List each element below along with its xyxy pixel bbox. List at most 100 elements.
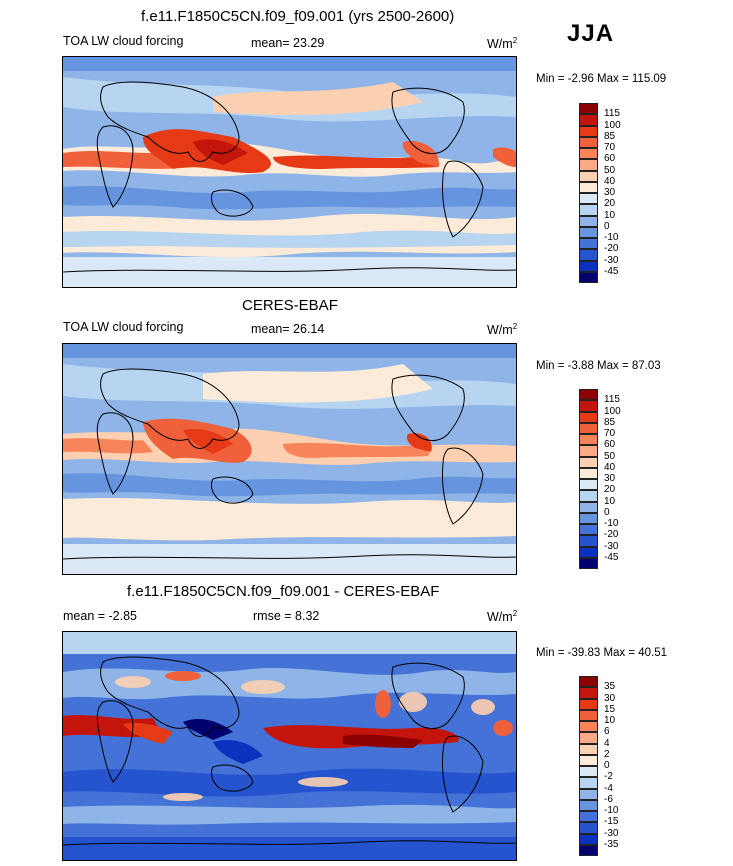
colorbar-level-label: -30 (604, 254, 619, 266)
colorbar-level-label: 50 (604, 164, 616, 176)
colorbar-swatch (579, 732, 598, 744)
colorbar-level-label: -20 (604, 529, 619, 541)
colorbar-level-label: -10 (604, 518, 619, 529)
colorbar-swatch (579, 822, 598, 834)
colorbar-level-label: 40 (604, 461, 616, 473)
colorbar-level-label: 30 (604, 473, 616, 484)
panel-1-mean: mean= 23.29 (251, 36, 325, 50)
colorbar-level-label: 0 (604, 220, 610, 232)
colorbar-level-label: 4 (604, 737, 610, 749)
season-label: JJA (567, 20, 615, 47)
colorbar-swatch (579, 799, 598, 811)
panel-3-rmse: rmse = 8.32 (253, 609, 320, 623)
colorbar-level-label: 0 (604, 760, 610, 771)
colorbar-swatch (579, 766, 598, 778)
colorbar-level-label: 50 (604, 450, 616, 462)
panel-3-minmax: Min = -39.83 Max = 40.51 (536, 647, 668, 659)
colorbar-level-label: 85 (604, 416, 616, 428)
colorbar-swatch (579, 181, 598, 193)
colorbar-swatch (579, 501, 598, 513)
colorbar-swatch (579, 743, 598, 755)
colorbar-swatch (579, 698, 598, 710)
colorbar-level-label: 115 (604, 108, 620, 120)
colorbar-swatch (579, 159, 598, 171)
panel-2-units: W/m2 (487, 322, 518, 338)
colorbar-swatch (579, 422, 598, 434)
panel-1-units: W/m2 (487, 36, 518, 52)
colorbar-swatch (579, 535, 598, 547)
colorbar-swatch (579, 271, 598, 283)
colorbar-level-label: -20 (604, 243, 619, 255)
panel-2-map-field (63, 344, 516, 574)
colorbar-swatch (579, 215, 598, 227)
panel-2-map (62, 343, 517, 575)
colorbar-level-label: -10 (604, 232, 619, 243)
colorbar-swatch (579, 226, 598, 238)
colorbar-swatch (579, 512, 598, 524)
panel-2-mean: mean= 26.14 (251, 322, 325, 336)
colorbar-level-label: -35 (604, 838, 619, 850)
colorbar-level-label: 20 (604, 198, 616, 210)
colorbar-swatch (579, 238, 598, 250)
colorbar-swatch (579, 389, 598, 401)
colorbar-level-label: 70 (604, 428, 616, 439)
colorbar-level-label: 60 (604, 439, 616, 451)
colorbar-level-label: -2 (604, 771, 613, 783)
colorbar-swatch (579, 557, 598, 569)
colorbar-level-label: 10 (604, 495, 616, 507)
colorbar-level-label: 85 (604, 130, 616, 142)
colorbar-swatch (579, 148, 598, 160)
panel-1-title: f.e11.F1850C5CN.f09_f09.001 (yrs 2500-26… (141, 8, 455, 25)
colorbar-level-label: 70 (604, 142, 616, 153)
panel-3-map-field (63, 632, 516, 860)
colorbar-level-label: 15 (604, 703, 616, 715)
colorbar-swatch (579, 833, 598, 845)
colorbar-level-label: 100 (604, 119, 621, 131)
colorbar-level-label: -30 (604, 827, 619, 839)
colorbar-level-label: -4 (604, 782, 613, 794)
colorbar-swatch (579, 788, 598, 800)
panel-1-colorbar: 115 100 85 70 60 50 40 30 20 10 0 -10 -20 -30 -45 (579, 103, 639, 283)
colorbar-swatch (579, 136, 598, 148)
colorbar-swatch (579, 193, 598, 205)
panel-2-field-label: TOA LW cloud forcing (63, 320, 184, 334)
colorbar-swatch (579, 434, 598, 446)
colorbar-level-label: 10 (604, 209, 616, 221)
colorbar-level-label: 2 (604, 748, 610, 760)
colorbar-swatch (579, 125, 598, 137)
panel-3-colorbar: 35 30 15 10 6 4 2 0 -2 -4 -6 -10 -15 -30 -35 (579, 676, 639, 856)
colorbar-level-label: 35 (604, 681, 616, 693)
panel-2-title: CERES-EBAF (242, 297, 338, 314)
colorbar-level-label: -15 (604, 816, 619, 828)
colorbar-level-label: 30 (604, 187, 616, 198)
colorbar-level-label: -45 (604, 551, 619, 563)
colorbar-level-label: -6 (604, 793, 613, 805)
colorbar-swatch (579, 490, 598, 502)
panel-2-minmax: Min = -3.88 Max = 87.03 (536, 360, 661, 372)
panel-3-mean: mean = -2.85 (63, 609, 138, 623)
panel-1-minmax: Min = -2.96 Max = 115.09 (536, 73, 667, 85)
colorbar-level-label: -10 (604, 805, 619, 816)
colorbar-swatch (579, 411, 598, 423)
colorbar-swatch (579, 687, 598, 699)
colorbar-level-label: -45 (604, 265, 619, 277)
colorbar-level-label: 0 (604, 506, 610, 518)
colorbar-swatch (579, 709, 598, 721)
colorbar-level-label: 6 (604, 726, 610, 738)
colorbar-level-label: 40 (604, 175, 616, 187)
colorbar-level-label: 10 (604, 715, 616, 726)
colorbar-swatch (579, 249, 598, 261)
colorbar-level-label: 30 (604, 692, 616, 704)
colorbar-swatch (579, 204, 598, 216)
panel-3-title: f.e11.F1850C5CN.f09_f09.001 - CERES-EBAF (127, 583, 440, 600)
colorbar-swatch (579, 844, 598, 856)
colorbar-level-label: 20 (604, 484, 616, 496)
colorbar-swatch (579, 456, 598, 468)
colorbar-level-label: -30 (604, 540, 619, 552)
colorbar-swatch (579, 114, 598, 126)
colorbar-swatch (579, 721, 598, 733)
colorbar-swatch (579, 479, 598, 491)
colorbar-swatch (579, 170, 598, 182)
panel-3-units: W/m2 (487, 609, 518, 625)
colorbar-swatch (579, 754, 598, 766)
